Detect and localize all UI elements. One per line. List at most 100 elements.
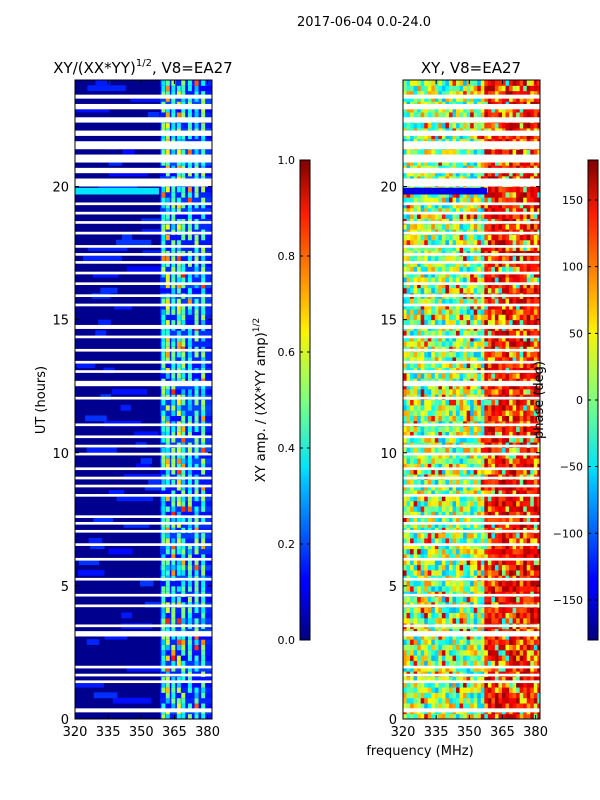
phase-cell xyxy=(466,330,471,337)
phase-cell xyxy=(526,697,531,704)
phase-cell xyxy=(533,655,538,661)
phase-cell xyxy=(505,468,510,475)
phase-cell xyxy=(424,314,429,321)
phase-cell xyxy=(470,303,475,310)
phase-cell xyxy=(445,644,450,651)
phase-cell xyxy=(434,223,439,230)
phase-cell xyxy=(403,458,408,464)
phase-cell xyxy=(452,468,457,475)
amplitude-title-tail: , V8=EA27 xyxy=(152,59,233,77)
phase-cell xyxy=(452,617,457,624)
phase-cell xyxy=(459,713,464,719)
amplitude-cell xyxy=(181,537,186,544)
phase-cell xyxy=(480,261,485,267)
phase-cell xyxy=(519,681,524,688)
phase-cell xyxy=(498,287,503,294)
phase-cell xyxy=(417,202,422,209)
phase-cell xyxy=(512,388,517,395)
phase-cell xyxy=(516,564,521,571)
amplitude-cell xyxy=(165,687,170,693)
phase-cell xyxy=(505,612,510,619)
phase-cell xyxy=(533,580,538,587)
phase-cell xyxy=(516,245,521,251)
phase-cell xyxy=(406,490,411,496)
phase-cell xyxy=(438,548,443,555)
amplitude-cell xyxy=(176,287,181,294)
amplitude-cell xyxy=(176,197,181,203)
phase-cell xyxy=(441,351,446,358)
phase-cell xyxy=(417,255,422,262)
amplitude-cell xyxy=(161,410,166,416)
phase-cell xyxy=(456,356,461,363)
phase-cell xyxy=(473,303,478,310)
amplitude-cell xyxy=(201,585,206,592)
phase-cell xyxy=(427,580,432,587)
phase-cell xyxy=(523,548,528,555)
phase-cell xyxy=(505,399,510,406)
phase-cell xyxy=(456,506,461,512)
phase-cell xyxy=(424,362,429,369)
phase-cell xyxy=(413,655,418,661)
phase-cell xyxy=(420,633,425,640)
phase-cell xyxy=(537,383,540,390)
phase-cell xyxy=(470,277,475,283)
phase-cell xyxy=(530,266,535,273)
phase-cell xyxy=(413,207,418,214)
phase-cell xyxy=(417,197,422,203)
amplitude-cell xyxy=(165,261,170,267)
phase-cell xyxy=(470,207,475,214)
phase-cell xyxy=(427,495,432,502)
phase-cell xyxy=(516,633,521,640)
phase-cell xyxy=(438,500,443,507)
phase-cell xyxy=(427,383,432,390)
phase-cell xyxy=(459,521,464,528)
amplitude-cell xyxy=(160,372,212,379)
phase-cell xyxy=(448,644,453,651)
phase-cell xyxy=(470,713,475,719)
phase-cell xyxy=(491,495,496,502)
phase-cell xyxy=(424,202,429,209)
phase-cell xyxy=(403,415,408,422)
amplitude-cell xyxy=(201,303,206,310)
phase-cell xyxy=(452,596,457,603)
phase-cell xyxy=(448,415,453,422)
phase-cell xyxy=(501,537,507,544)
phase-cell xyxy=(505,484,510,491)
phase-cell xyxy=(434,681,439,688)
phase-cell xyxy=(448,399,453,406)
phase-cell xyxy=(420,676,425,683)
phase-cell xyxy=(441,410,446,416)
amplitude-colorbar-label-sup: 1/2 xyxy=(252,318,262,332)
phase-cell xyxy=(441,580,446,587)
phase-cell xyxy=(523,340,528,347)
phase-cell xyxy=(473,255,478,262)
phase-cell xyxy=(403,303,408,310)
phase-cell xyxy=(463,207,468,214)
amplitude-cell xyxy=(160,639,212,645)
phase-cell xyxy=(403,463,408,470)
phase-cell xyxy=(448,713,453,719)
phase-cell xyxy=(523,447,528,454)
phase-cell xyxy=(441,255,446,262)
phase-cell xyxy=(512,484,517,491)
phase-cell xyxy=(523,186,528,193)
phase-cell xyxy=(420,660,425,667)
phase-cell xyxy=(448,282,453,289)
phase-cell xyxy=(523,655,528,661)
phase-cell xyxy=(487,580,492,587)
phase-cell xyxy=(463,223,468,230)
phase-cell xyxy=(526,277,531,283)
phase-cell xyxy=(452,612,457,619)
amplitude-cell xyxy=(171,255,176,262)
phase-cell xyxy=(413,596,418,603)
phase-cell xyxy=(526,266,531,273)
amplitude-cell xyxy=(181,580,186,587)
phase-cell xyxy=(537,271,540,278)
amplitude-cell xyxy=(194,564,199,571)
phase-cell xyxy=(424,703,429,709)
phase-cell xyxy=(424,351,429,358)
phase-cell xyxy=(512,410,517,416)
phase-cell xyxy=(466,500,471,507)
phase-cell xyxy=(533,692,538,699)
phase-cell xyxy=(473,298,478,305)
